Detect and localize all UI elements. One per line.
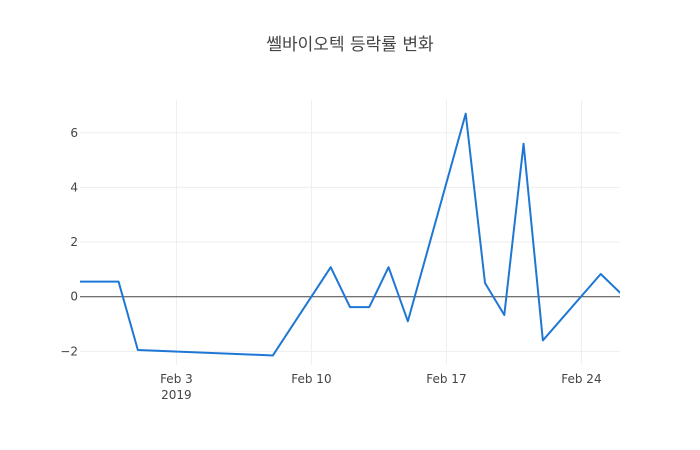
data-point[interactable] (116, 279, 122, 285)
chart-title: 쎌바이오텍 등락률 변화 (266, 35, 434, 55)
data-point[interactable] (405, 318, 411, 324)
x-tick-label: Feb 24 (561, 372, 601, 386)
data-point[interactable] (386, 264, 392, 270)
x-axis-ticks: Feb 3 2019 Feb 10 Feb 17 Feb 24 (160, 372, 602, 402)
data-point[interactable] (77, 279, 83, 285)
y-tick-label: 6 (70, 126, 78, 140)
data-point[interactable] (501, 312, 507, 318)
y-tick-label: 0 (70, 290, 78, 304)
data-point[interactable] (347, 304, 353, 310)
data-point[interactable] (540, 337, 546, 343)
x-tick-label: Feb 3 (160, 372, 193, 386)
y-tick-label: 2 (70, 235, 78, 249)
data-point[interactable] (463, 111, 469, 117)
series-layer (77, 111, 639, 358)
data-point[interactable] (617, 290, 623, 296)
data-point[interactable] (135, 347, 141, 353)
data-point[interactable] (366, 304, 372, 310)
series-line[interactable] (80, 112, 639, 357)
data-point[interactable] (328, 264, 334, 270)
x-tick-label: Feb 17 (426, 372, 466, 386)
data-point[interactable] (270, 352, 276, 358)
y-axis-ticks: −2 0 2 4 6 (60, 126, 78, 359)
x-tick-label: Feb 10 (291, 372, 331, 386)
x-tick-year-label: 2019 (161, 388, 192, 402)
y-tick-label: −2 (60, 344, 78, 358)
data-point[interactable] (482, 280, 488, 286)
data-point[interactable] (598, 271, 604, 277)
data-point[interactable] (521, 141, 527, 147)
y-tick-label: 4 (70, 180, 78, 194)
data-point[interactable] (96, 279, 102, 285)
